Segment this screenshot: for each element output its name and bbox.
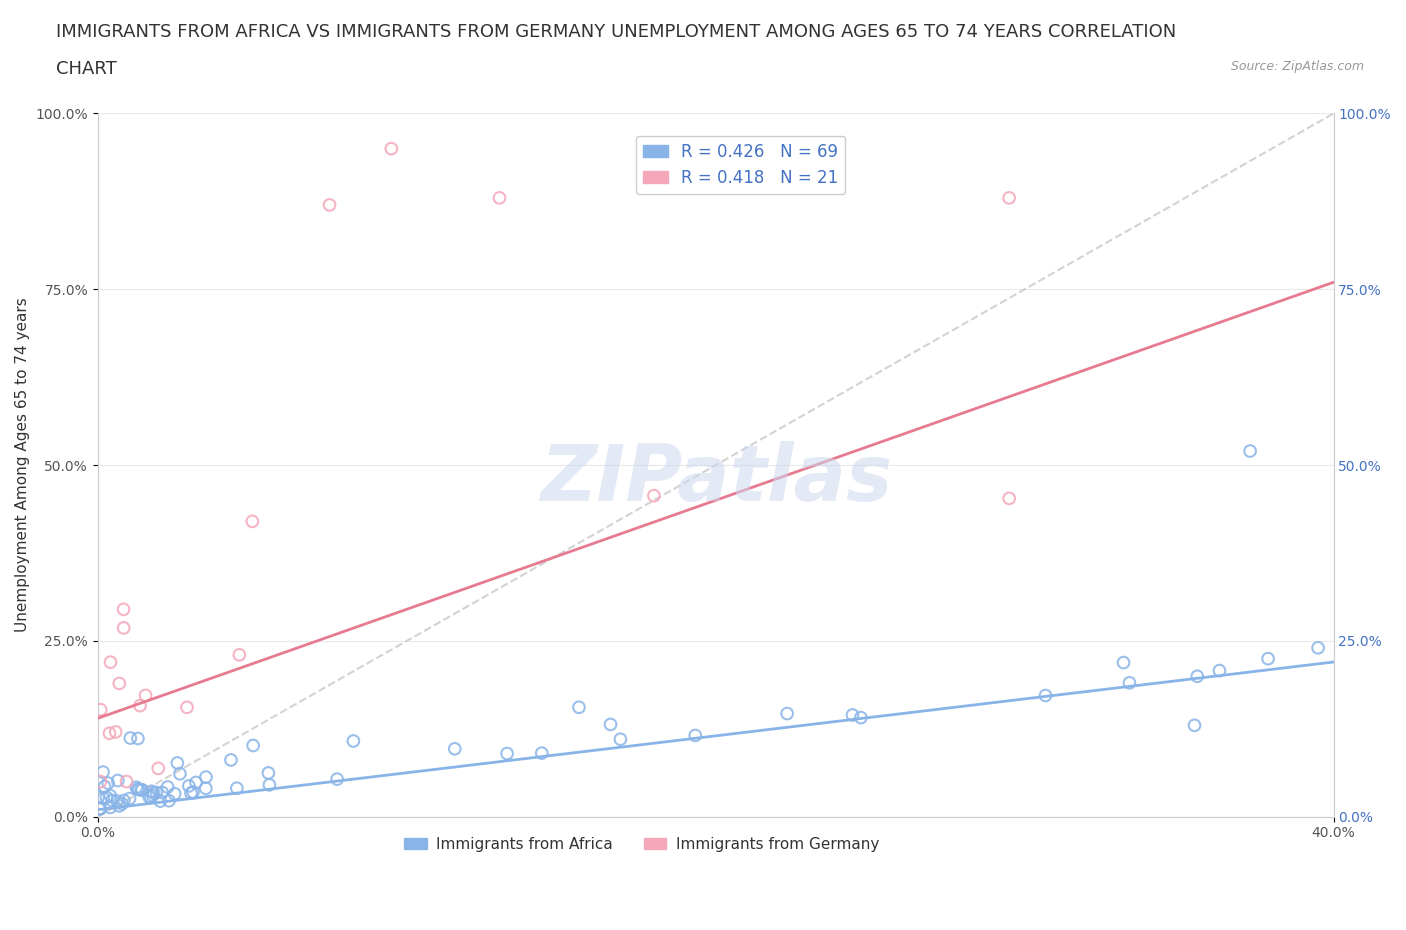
Point [93, 779, 115, 794]
Point [225, 781, 247, 796]
Point [599, 717, 621, 732]
Point [98, 725, 121, 740]
Point [166, 755, 188, 770]
Point [496, 746, 519, 761]
Point [156, 779, 179, 794]
Point [176, 700, 198, 715]
Point [138, 790, 160, 804]
Point [90, 702, 112, 717]
Point [1306, 641, 1329, 656]
Point [181, 785, 204, 800]
Point [108, 799, 131, 814]
Point [219, 752, 242, 767]
Point [1184, 718, 1206, 733]
Point [89, 774, 111, 789]
Point [685, 728, 707, 743]
Point [120, 731, 142, 746]
Y-axis label: Unemployment Among Ages 65 to 74 years: Unemployment Among Ages 65 to 74 years [15, 298, 30, 632]
Point [101, 793, 124, 808]
Point [139, 790, 162, 804]
Legend: Immigrants from Africa, Immigrants from Germany: Immigrants from Africa, Immigrants from … [398, 831, 886, 858]
Text: ZIPatlas: ZIPatlas [540, 441, 891, 517]
Point [127, 781, 149, 796]
Point [163, 787, 186, 802]
Point [87, 790, 110, 804]
Point [257, 765, 280, 780]
Point [1187, 669, 1209, 684]
Text: IMMIGRANTS FROM AFRICA VS IMMIGRANTS FROM GERMANY UNEMPLOYMENT AMONG AGES 65 TO : IMMIGRANTS FROM AFRICA VS IMMIGRANTS FRO… [56, 23, 1177, 41]
Point [998, 491, 1021, 506]
Point [131, 782, 153, 797]
Point [228, 647, 250, 662]
Point [142, 788, 165, 803]
Point [107, 773, 129, 788]
Point [240, 514, 263, 529]
Point [150, 785, 173, 800]
Point [530, 746, 553, 761]
Point [97, 776, 120, 790]
Point [342, 734, 364, 749]
Point [1257, 651, 1279, 666]
Point [568, 700, 591, 715]
Point [1118, 675, 1140, 690]
Text: CHART: CHART [56, 60, 117, 78]
Point [443, 741, 465, 756]
Point [90, 802, 112, 817]
Point [609, 732, 631, 747]
Point [128, 782, 150, 797]
Point [96, 790, 118, 804]
Point [91, 764, 114, 779]
Point [108, 676, 131, 691]
Point [100, 655, 122, 670]
Point [157, 793, 180, 808]
Point [127, 731, 149, 746]
Point [111, 796, 134, 811]
Point [998, 191, 1021, 206]
Point [98, 800, 121, 815]
Point [180, 786, 202, 801]
Point [141, 784, 163, 799]
Point [98, 788, 121, 803]
Point [318, 197, 340, 212]
Point [195, 770, 218, 785]
Point [849, 711, 872, 725]
Point [112, 793, 135, 808]
Point [104, 724, 127, 739]
Point [841, 708, 863, 723]
Point [149, 793, 172, 808]
Point [145, 785, 167, 800]
Point [131, 782, 153, 797]
Point [242, 738, 264, 753]
Point [148, 761, 170, 776]
Point [135, 688, 157, 703]
Point [129, 698, 152, 713]
Point [169, 766, 191, 781]
Point [177, 778, 200, 793]
Text: Source: ZipAtlas.com: Source: ZipAtlas.com [1230, 60, 1364, 73]
Point [125, 780, 148, 795]
Point [259, 777, 281, 792]
Point [1239, 444, 1261, 458]
Point [91, 790, 114, 805]
Point [326, 772, 349, 787]
Point [115, 774, 138, 789]
Point [1035, 688, 1057, 703]
Point [112, 602, 135, 617]
Point [1208, 663, 1230, 678]
Point [184, 775, 207, 790]
Point [118, 791, 141, 806]
Point [488, 191, 510, 206]
Point [87, 802, 110, 817]
Point [142, 786, 165, 801]
Point [105, 793, 128, 808]
Point [1112, 655, 1135, 670]
Point [643, 488, 665, 503]
Point [194, 781, 217, 796]
Point [776, 706, 799, 721]
Point [112, 620, 135, 635]
Point [380, 141, 402, 156]
